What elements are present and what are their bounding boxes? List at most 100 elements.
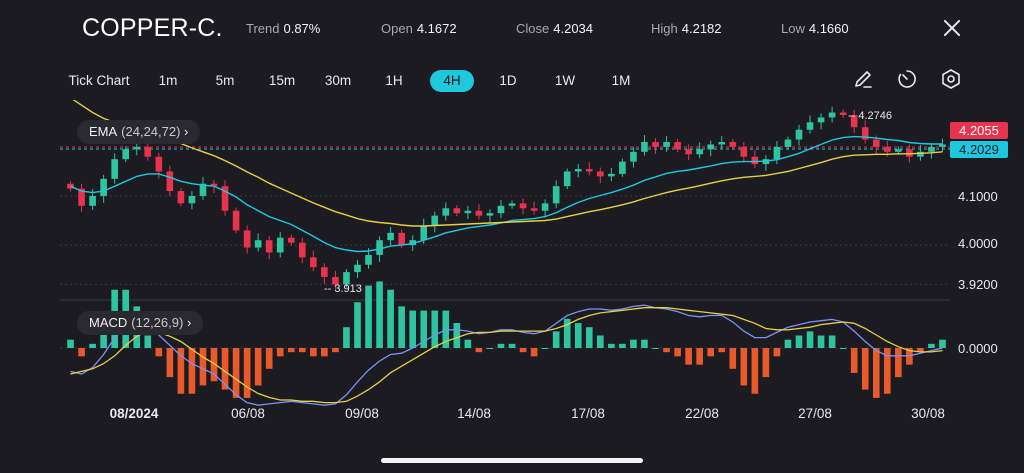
macd-histogram-bar bbox=[89, 343, 96, 348]
candle-body bbox=[917, 151, 924, 157]
candle-body bbox=[652, 141, 659, 147]
ema-name: EMA bbox=[89, 124, 118, 139]
macd-histogram-bar bbox=[541, 348, 549, 349]
macd-histogram-bar bbox=[685, 348, 692, 365]
candle-body bbox=[861, 127, 869, 140]
candle-body bbox=[839, 112, 847, 115]
macd-histogram-bar bbox=[751, 348, 759, 394]
high-marker-label: -- 4.2746 bbox=[848, 110, 892, 122]
candle-body bbox=[872, 139, 880, 147]
macd-histogram-bar bbox=[872, 348, 880, 398]
candle-body bbox=[199, 183, 207, 196]
timeframe-1h[interactable]: 1H bbox=[385, 73, 403, 88]
candle-body bbox=[298, 242, 306, 258]
candle-body bbox=[398, 232, 405, 246]
macd-histogram-bar bbox=[387, 289, 394, 348]
x-axis-label: 30/08 bbox=[911, 406, 945, 421]
macd-histogram-bar bbox=[828, 335, 836, 348]
close-icon[interactable] bbox=[940, 16, 964, 40]
macd-histogram-bar bbox=[530, 348, 538, 357]
candle-body bbox=[883, 146, 891, 152]
close-label: Close bbox=[516, 21, 550, 36]
timeframe-5m[interactable]: 5m bbox=[215, 73, 235, 88]
candle-body bbox=[276, 237, 284, 253]
candle-body bbox=[597, 171, 604, 177]
candle-body bbox=[376, 240, 383, 255]
candle-body bbox=[508, 203, 516, 206]
timeframe-tick-chart[interactable]: Tick Chart bbox=[68, 73, 130, 88]
symbol-title: COPPER-C. bbox=[82, 14, 223, 42]
high-value: 4.2182 bbox=[681, 21, 722, 36]
macd-histogram-bar bbox=[652, 348, 659, 349]
candle-body bbox=[420, 225, 428, 241]
candle-body bbox=[321, 267, 328, 278]
x-axis-label: 27/08 bbox=[798, 406, 832, 421]
macd-histogram-bar bbox=[519, 348, 527, 353]
timeframe-bar: Tick Chart 1m 5m 15m 30m 1H 4H 1D 1W 1M bbox=[0, 66, 1024, 96]
candle-body bbox=[795, 129, 803, 140]
candle-body bbox=[685, 149, 692, 155]
macd-histogram-bar bbox=[298, 348, 306, 353]
macd-histogram-bar bbox=[508, 343, 516, 348]
ema-indicator-label[interactable]: EMA (24,24,72) › bbox=[77, 120, 201, 144]
timeframe-30m[interactable]: 30m bbox=[324, 73, 352, 88]
macd-histogram-bar bbox=[177, 348, 185, 394]
candle-body bbox=[563, 171, 571, 187]
macd-histogram-bar bbox=[696, 348, 703, 365]
timeframe-1d[interactable]: 1D bbox=[499, 73, 517, 88]
low-value: 4.1660 bbox=[808, 21, 849, 36]
macd-histogram-bar bbox=[464, 339, 472, 348]
ema-params: (24,24,72) bbox=[121, 124, 181, 139]
candle-body bbox=[541, 203, 549, 211]
macd-histogram-bar bbox=[552, 331, 560, 348]
macd-histogram-bar bbox=[243, 348, 251, 398]
macd-histogram-bar bbox=[773, 348, 781, 357]
ema-slow-line bbox=[72, 100, 943, 227]
candle-body bbox=[310, 257, 317, 268]
macd-histogram-bar bbox=[78, 348, 85, 357]
macd-params: (12,26,9) bbox=[131, 315, 184, 330]
draw-icon[interactable] bbox=[852, 68, 874, 90]
open-value: 4.1672 bbox=[416, 21, 457, 36]
candle-body bbox=[828, 112, 836, 118]
candle-body bbox=[343, 272, 350, 285]
high-label: High bbox=[651, 21, 678, 36]
candle-body bbox=[166, 171, 174, 192]
price-chart[interactable]: 4.1000 4.0000 3.9200 0.0000 4.2055 4.2029 -- 4… bbox=[0, 100, 1024, 432]
timeframe-1m[interactable]: 1m bbox=[158, 73, 178, 88]
candle-body bbox=[221, 186, 229, 211]
close-value: 4.2034 bbox=[553, 21, 594, 36]
candle-body bbox=[111, 159, 118, 179]
macd-histogram-bar bbox=[254, 348, 262, 386]
macd-histogram-bar bbox=[332, 348, 339, 353]
timeframe-1mo[interactable]: 1M bbox=[611, 73, 631, 88]
candle-body bbox=[663, 141, 670, 147]
macd-histogram-bar bbox=[265, 348, 273, 369]
timeframe-15m[interactable]: 15m bbox=[268, 73, 296, 88]
candle-body bbox=[464, 210, 472, 214]
candle-body bbox=[354, 264, 361, 273]
macd-histogram-bar bbox=[895, 348, 902, 378]
macd-histogram-bar bbox=[497, 343, 505, 348]
candle-body bbox=[177, 191, 185, 204]
candle-body bbox=[718, 141, 726, 145]
macd-histogram-bar bbox=[453, 323, 461, 348]
macd-histogram-bar bbox=[354, 302, 361, 348]
candle-body bbox=[365, 254, 372, 265]
candle-body bbox=[243, 230, 251, 248]
indicator-lines bbox=[70, 100, 943, 406]
macd-histogram-bar bbox=[365, 285, 372, 348]
macd-histogram-bar bbox=[343, 327, 350, 348]
candle-body bbox=[784, 139, 792, 147]
low-stat: Low 4.1660 bbox=[781, 21, 849, 36]
macd-histogram bbox=[67, 281, 946, 398]
timeframe-4h[interactable]: 4H bbox=[430, 70, 474, 92]
macd-histogram-bar bbox=[486, 348, 494, 349]
macd-indicator-label[interactable]: MACD (12,26,9) › bbox=[77, 311, 204, 335]
timer-icon[interactable] bbox=[896, 68, 918, 90]
timeframe-1w[interactable]: 1W bbox=[554, 73, 576, 88]
candle-body bbox=[232, 210, 240, 231]
open-label: Open bbox=[381, 21, 413, 36]
macd-histogram-bar bbox=[321, 348, 328, 357]
settings-icon[interactable] bbox=[940, 68, 962, 90]
